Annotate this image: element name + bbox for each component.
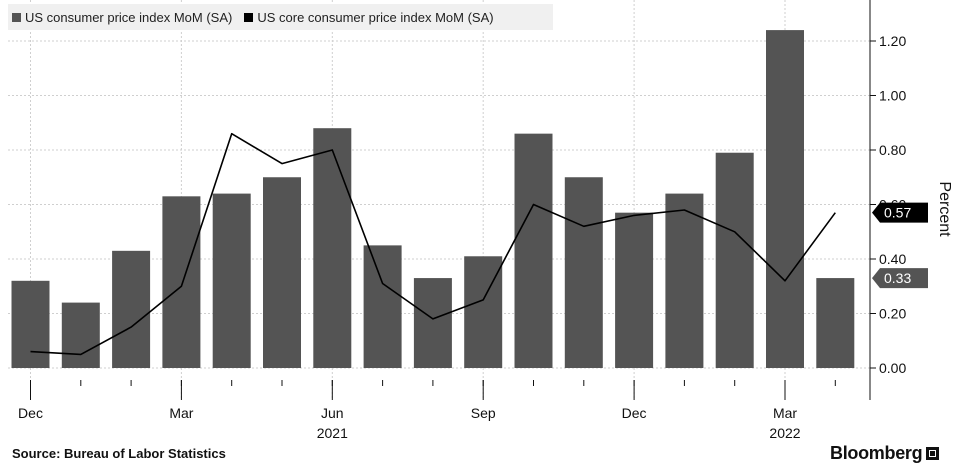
line-series xyxy=(30,132,836,356)
legend: US consumer price index MoM (SA) US core… xyxy=(8,4,553,30)
x-tick-label: Mar xyxy=(773,405,797,421)
tag-shape xyxy=(872,202,928,223)
y-axis-label: Percent xyxy=(936,181,953,237)
cpi-bar xyxy=(112,250,151,368)
x-tick-label: Sep xyxy=(471,405,496,421)
x-axis: Dec Mar Jun 2021 Sep Dec Mar 2022 xyxy=(18,380,836,441)
brand-logo: Bloomberg xyxy=(830,443,940,464)
last-value-tag-bar: 0.33 xyxy=(872,268,928,289)
x-tick-label: Mar xyxy=(169,405,193,421)
legend-label-cpi: US consumer price index MoM (SA) xyxy=(25,9,233,25)
cpi-bar xyxy=(11,280,50,368)
source-note: Source: Bureau of Labor Statistics xyxy=(12,446,226,461)
cpi-bar xyxy=(162,196,201,368)
bar-swatch-icon xyxy=(12,12,21,22)
cpi-bar xyxy=(363,245,402,368)
cpi-bar xyxy=(715,152,754,368)
y-axis: 0.000.200.400.600.801.001.20 xyxy=(869,0,906,400)
legend-label-core-cpi: US core consumer price index MoM (SA) xyxy=(257,9,494,25)
cpi-bar xyxy=(212,193,251,368)
cpi-bar xyxy=(514,133,553,368)
cpi-bar xyxy=(766,30,804,368)
y-tick-label: 0.40 xyxy=(879,251,906,267)
cpi-bar xyxy=(564,177,603,368)
y-tick-label: 1.00 xyxy=(879,88,906,104)
core-cpi-line xyxy=(30,132,836,356)
cpi-bar xyxy=(615,212,654,368)
cpi-bar xyxy=(313,128,352,368)
last-value-tags: 0.57 0.33 xyxy=(872,202,928,289)
cpi-bar xyxy=(665,193,704,368)
line-swatch-icon xyxy=(244,12,254,22)
legend-item-core-cpi: US core consumer price index MoM (SA) xyxy=(244,9,494,25)
tag-label: 0.33 xyxy=(884,270,911,286)
bar-series xyxy=(11,30,855,368)
bloomberg-terminal-icon xyxy=(926,447,940,460)
legend-item-cpi: US consumer price index MoM (SA) xyxy=(12,10,232,25)
cpi-bar xyxy=(816,278,855,368)
cpi-bar xyxy=(61,302,100,368)
y-tick-label: 0.00 xyxy=(879,360,906,376)
x-tick-label: Dec xyxy=(18,405,43,421)
x-tick-label: Jun xyxy=(321,405,344,421)
y-tick-label: 0.80 xyxy=(879,142,906,158)
x-year-label: 2021 xyxy=(317,425,348,441)
y-tick-label: 1.20 xyxy=(879,33,906,49)
tag-shape xyxy=(872,268,928,289)
y-tick-label: 0.20 xyxy=(879,306,906,322)
tag-label: 0.57 xyxy=(884,205,911,221)
cpi-bar xyxy=(263,177,301,368)
x-year-label: 2022 xyxy=(769,425,800,441)
x-tick-label: Dec xyxy=(622,405,647,421)
brand-name: Bloomberg xyxy=(830,443,923,463)
cpi-bar xyxy=(413,278,452,368)
last-value-tag-line: 0.57 xyxy=(872,202,928,223)
